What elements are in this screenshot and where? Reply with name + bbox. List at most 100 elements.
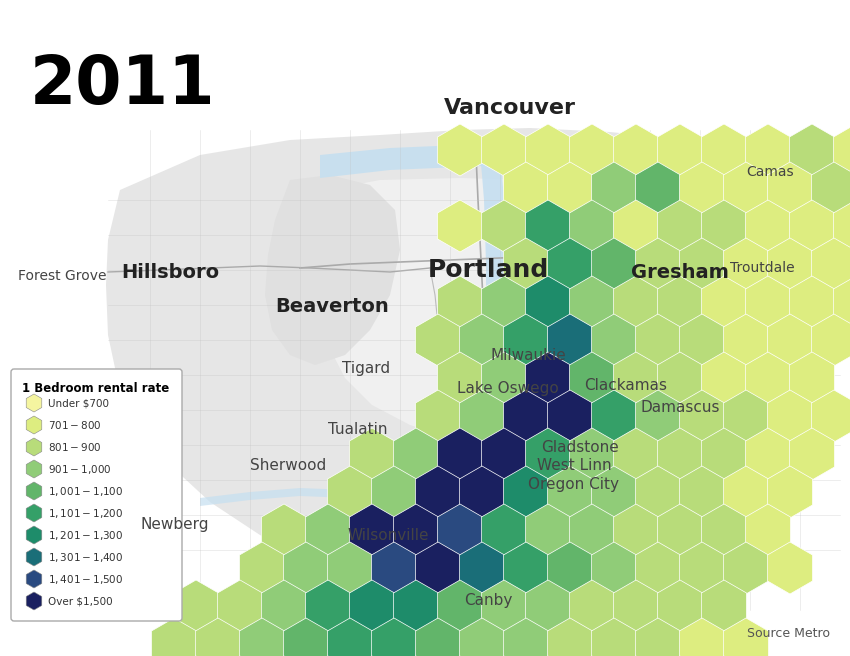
Polygon shape bbox=[614, 580, 659, 632]
Text: $701 - $800: $701 - $800 bbox=[48, 419, 102, 431]
Text: Wilsonville: Wilsonville bbox=[348, 529, 428, 544]
Polygon shape bbox=[790, 276, 835, 328]
Polygon shape bbox=[503, 618, 548, 656]
Polygon shape bbox=[636, 314, 681, 366]
Polygon shape bbox=[723, 618, 768, 656]
Polygon shape bbox=[26, 504, 42, 522]
Polygon shape bbox=[26, 460, 42, 478]
Polygon shape bbox=[614, 200, 659, 252]
Text: 2011: 2011 bbox=[30, 52, 216, 118]
Polygon shape bbox=[196, 618, 241, 656]
Polygon shape bbox=[394, 580, 439, 632]
Polygon shape bbox=[790, 352, 835, 404]
Polygon shape bbox=[525, 352, 570, 404]
Polygon shape bbox=[349, 428, 394, 480]
Polygon shape bbox=[371, 618, 416, 656]
Text: Camas: Camas bbox=[746, 165, 794, 179]
Polygon shape bbox=[525, 124, 570, 176]
Polygon shape bbox=[525, 428, 570, 480]
Polygon shape bbox=[614, 276, 659, 328]
Text: Portland: Portland bbox=[428, 258, 548, 282]
Polygon shape bbox=[438, 580, 483, 632]
Polygon shape bbox=[349, 580, 394, 632]
Polygon shape bbox=[503, 162, 548, 214]
Text: Damascus: Damascus bbox=[640, 401, 720, 415]
Polygon shape bbox=[371, 466, 416, 518]
Polygon shape bbox=[790, 124, 835, 176]
Polygon shape bbox=[547, 314, 592, 366]
Polygon shape bbox=[658, 580, 702, 632]
Polygon shape bbox=[679, 314, 724, 366]
Polygon shape bbox=[240, 618, 285, 656]
Polygon shape bbox=[327, 542, 372, 594]
Polygon shape bbox=[812, 314, 850, 366]
Polygon shape bbox=[723, 542, 768, 594]
Polygon shape bbox=[636, 238, 681, 290]
Polygon shape bbox=[636, 618, 681, 656]
Polygon shape bbox=[26, 438, 42, 456]
Polygon shape bbox=[745, 504, 791, 556]
Text: Troutdale: Troutdale bbox=[729, 261, 794, 275]
Polygon shape bbox=[834, 200, 850, 252]
Polygon shape bbox=[570, 124, 615, 176]
Polygon shape bbox=[481, 428, 526, 480]
Polygon shape bbox=[592, 238, 637, 290]
Polygon shape bbox=[636, 542, 681, 594]
Polygon shape bbox=[438, 276, 483, 328]
Text: Tigard: Tigard bbox=[342, 361, 390, 375]
Polygon shape bbox=[503, 542, 548, 594]
Polygon shape bbox=[570, 276, 615, 328]
FancyBboxPatch shape bbox=[11, 369, 182, 621]
Polygon shape bbox=[320, 142, 830, 198]
Polygon shape bbox=[570, 504, 615, 556]
Polygon shape bbox=[474, 155, 506, 575]
Polygon shape bbox=[730, 145, 835, 175]
Polygon shape bbox=[768, 466, 813, 518]
Polygon shape bbox=[592, 162, 637, 214]
Polygon shape bbox=[200, 488, 470, 532]
Polygon shape bbox=[614, 124, 659, 176]
Polygon shape bbox=[327, 466, 372, 518]
Polygon shape bbox=[701, 124, 746, 176]
Polygon shape bbox=[416, 618, 461, 656]
Text: 1 Bedroom rental rate: 1 Bedroom rental rate bbox=[22, 382, 169, 395]
Polygon shape bbox=[679, 618, 724, 656]
Text: Oregon City: Oregon City bbox=[529, 476, 620, 491]
Polygon shape bbox=[460, 466, 505, 518]
Text: Under $700: Under $700 bbox=[48, 398, 109, 408]
Polygon shape bbox=[592, 542, 637, 594]
Polygon shape bbox=[305, 504, 350, 556]
Polygon shape bbox=[503, 390, 548, 442]
Polygon shape bbox=[547, 618, 592, 656]
Polygon shape bbox=[481, 352, 526, 404]
Polygon shape bbox=[701, 352, 746, 404]
Polygon shape bbox=[525, 504, 570, 556]
Polygon shape bbox=[614, 352, 659, 404]
Polygon shape bbox=[371, 542, 416, 594]
Polygon shape bbox=[438, 504, 483, 556]
Text: $1,101 - $1,200: $1,101 - $1,200 bbox=[48, 506, 123, 520]
Polygon shape bbox=[438, 428, 483, 480]
Polygon shape bbox=[592, 314, 637, 366]
Polygon shape bbox=[701, 428, 746, 480]
Polygon shape bbox=[525, 580, 570, 632]
Text: Lake Oswego: Lake Oswego bbox=[457, 380, 559, 396]
Polygon shape bbox=[284, 618, 328, 656]
Text: Forest Grove: Forest Grove bbox=[18, 269, 106, 283]
Polygon shape bbox=[547, 390, 592, 442]
Polygon shape bbox=[636, 162, 681, 214]
Polygon shape bbox=[106, 128, 830, 600]
Polygon shape bbox=[547, 542, 592, 594]
Polygon shape bbox=[438, 200, 483, 252]
Polygon shape bbox=[723, 162, 768, 214]
Text: Gresham: Gresham bbox=[631, 262, 729, 281]
Polygon shape bbox=[460, 390, 505, 442]
Text: Source Metro: Source Metro bbox=[747, 627, 830, 640]
Polygon shape bbox=[812, 238, 850, 290]
Polygon shape bbox=[679, 390, 724, 442]
Polygon shape bbox=[636, 390, 681, 442]
Text: Vancouver: Vancouver bbox=[444, 98, 576, 118]
Polygon shape bbox=[679, 238, 724, 290]
Polygon shape bbox=[570, 200, 615, 252]
Polygon shape bbox=[416, 314, 461, 366]
